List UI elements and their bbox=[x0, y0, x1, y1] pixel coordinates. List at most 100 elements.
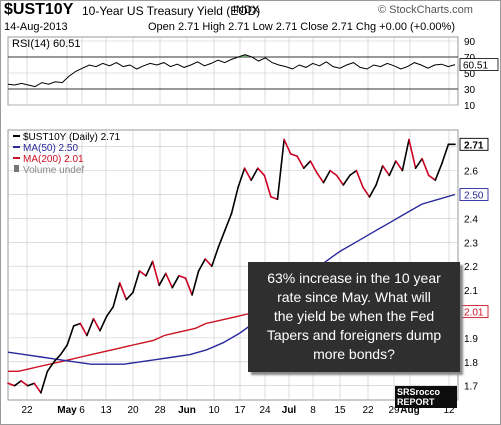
exchange-label: INDX bbox=[233, 4, 260, 16]
rsi-y-tick-label: 50 bbox=[464, 69, 476, 80]
price-last-value-label: 2.50 bbox=[464, 191, 484, 202]
x-tick-label: 28 bbox=[154, 405, 166, 416]
x-tick-label: Aug bbox=[400, 405, 419, 416]
x-tick-label: 6 bbox=[79, 405, 85, 416]
price-segment bbox=[263, 174, 272, 198]
rsi-panel-border bbox=[7, 36, 459, 106]
price-y-tick-label: 2.6 bbox=[464, 167, 478, 178]
legend-entry: MA(50) 2.50 bbox=[23, 143, 78, 154]
legend-entry: $UST10Y (Daily) 2.71 bbox=[23, 132, 121, 143]
price-segment bbox=[270, 196, 279, 201]
price-segment bbox=[381, 165, 391, 177]
price-y-tick-label: 1.7 bbox=[464, 382, 478, 393]
price-segment bbox=[401, 138, 410, 172]
price-segment bbox=[211, 246, 220, 268]
price-segment bbox=[40, 370, 49, 394]
price-y-tick-label: 1.8 bbox=[464, 358, 478, 369]
source-credit: © StockCharts.com bbox=[378, 4, 473, 16]
x-tick-label: 13 bbox=[100, 405, 112, 416]
price-segment bbox=[125, 291, 134, 301]
price-segment bbox=[375, 165, 384, 186]
price-segment bbox=[204, 258, 213, 268]
price-segment bbox=[230, 186, 239, 215]
price-segment bbox=[184, 277, 193, 296]
price-segment bbox=[388, 160, 397, 177]
price-last-value-box bbox=[459, 137, 489, 151]
price-segment bbox=[441, 143, 450, 165]
rsi-line bbox=[7, 54, 456, 88]
price-segment bbox=[322, 169, 331, 184]
price-segment bbox=[145, 260, 154, 277]
price-segment bbox=[421, 157, 430, 177]
price-y-tick-label: 1.9 bbox=[464, 334, 478, 345]
price-segment bbox=[20, 380, 29, 387]
price-segment bbox=[191, 270, 200, 296]
price-segment bbox=[289, 153, 299, 158]
price-segment bbox=[243, 167, 252, 181]
rsi-panel-title: RSI(14) 60.51 bbox=[12, 38, 80, 50]
x-tick-label: 24 bbox=[259, 405, 271, 416]
price-segment bbox=[105, 305, 114, 318]
price-segment bbox=[79, 322, 88, 337]
price-segment bbox=[335, 174, 345, 186]
annotation-line: 63% increase in the 10 year bbox=[267, 270, 441, 286]
x-tick-label: 22 bbox=[21, 405, 33, 416]
logo-line: SRSrocco bbox=[397, 387, 441, 397]
price-segment bbox=[86, 317, 95, 337]
chart-description: 10-Year US Treasury Yield (EOD) bbox=[82, 4, 261, 18]
price-segment bbox=[72, 322, 82, 327]
price-segment bbox=[414, 157, 423, 169]
price-segment bbox=[296, 155, 305, 169]
price-segment bbox=[348, 169, 358, 177]
annotation-line: the yield be when the Fed bbox=[273, 308, 435, 324]
annotation-box: 63% increase in the 10 year rate since M… bbox=[248, 262, 460, 372]
ma50-line bbox=[7, 193, 456, 365]
x-tick-label: 10 bbox=[208, 405, 220, 416]
price-last-value-label: 2.01 bbox=[464, 308, 484, 319]
price-segment bbox=[138, 270, 147, 277]
price-segment bbox=[276, 138, 285, 201]
price-segment bbox=[302, 160, 312, 169]
price-segment bbox=[92, 317, 101, 332]
x-tick-label: 20 bbox=[127, 405, 139, 416]
rsi-y-tick-label: 90 bbox=[464, 37, 476, 48]
price-segment bbox=[46, 360, 55, 373]
price-segment bbox=[427, 174, 437, 181]
price-y-tick-label: 2.2 bbox=[464, 262, 478, 273]
price-segment bbox=[434, 162, 443, 181]
price-last-value-box bbox=[459, 188, 489, 201]
rsi-last-value-box bbox=[459, 58, 499, 71]
price-segment bbox=[309, 160, 318, 174]
x-tick-label: 22 bbox=[362, 405, 374, 416]
price-segment bbox=[394, 160, 404, 172]
price-segment bbox=[99, 315, 108, 332]
price-y-tick-label: 2.4 bbox=[464, 214, 478, 225]
price-y-tick-label: 2.1 bbox=[464, 286, 478, 297]
ohlc-readout: Open 2.71 High 2.71 Low 2.71 Close 2.71 … bbox=[148, 21, 455, 33]
price-segment bbox=[342, 174, 351, 186]
price-segment bbox=[7, 382, 16, 387]
price-segment bbox=[316, 172, 325, 184]
price-last-value-label: 2.71 bbox=[464, 140, 484, 151]
price-segment bbox=[250, 167, 259, 181]
x-tick-label: Jun bbox=[178, 405, 196, 416]
price-segment bbox=[165, 272, 174, 289]
price-segment bbox=[119, 282, 128, 301]
ma200-line bbox=[8, 310, 259, 372]
price-segment bbox=[408, 138, 417, 169]
rsi-y-tick-label: 10 bbox=[464, 101, 476, 112]
price-segment bbox=[171, 274, 180, 289]
price-segment bbox=[197, 258, 206, 272]
annotation-line: more bonds? bbox=[313, 346, 395, 362]
x-tick-label: 17 bbox=[234, 405, 246, 416]
x-tick-label: 29 bbox=[388, 405, 400, 416]
price-last-value-box bbox=[459, 305, 489, 319]
x-tick-label: 12 bbox=[443, 405, 455, 416]
legend-entry: MA(200) 2.01 bbox=[23, 154, 84, 165]
legend-swatch bbox=[14, 165, 19, 172]
price-segment bbox=[59, 344, 68, 356]
price-segment bbox=[256, 167, 266, 177]
price-segment bbox=[178, 274, 187, 279]
price-segment bbox=[13, 380, 22, 387]
